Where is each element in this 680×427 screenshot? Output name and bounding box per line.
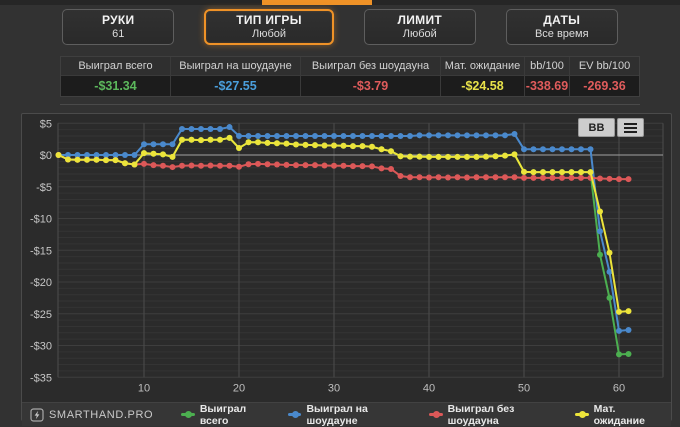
svg-text:20: 20 xyxy=(233,382,245,394)
filter-button-game-type[interactable]: ТИП ИГРЫ Любой xyxy=(204,9,334,45)
svg-text:10: 10 xyxy=(138,382,150,394)
stats-header-row: Выиграл всего Выиграл на шоудауне Выигра… xyxy=(61,57,639,75)
filter-label: ДАТЫ xyxy=(543,12,581,27)
stats-value-expected-value: -$24.58 xyxy=(441,76,525,96)
chart-menu-button[interactable] xyxy=(617,118,644,137)
winnings-line-chart[interactable]: 10 20 30 40 50 60 $5 $0 -$5 -$10 -$15 -$20 -$25 -$30 -… xyxy=(22,114,671,397)
stats-header-ev-bb100: EV bb/100 xyxy=(578,60,631,72)
svg-text:40: 40 xyxy=(423,382,435,394)
svg-text:-$20: -$20 xyxy=(30,277,52,289)
stats-header-showdown: Выиграл на шоудауне xyxy=(171,57,301,75)
legend-marker xyxy=(574,411,589,418)
legend-item-expected-value[interactable]: Мат. ожидание xyxy=(574,403,663,427)
chart-legend: Выиграл всего Выиграл на шоудауне Выигра… xyxy=(181,403,663,427)
legend-item-total[interactable]: Выиграл всего xyxy=(181,403,271,427)
hamburger-icon xyxy=(624,122,637,125)
svg-text:-$30: -$30 xyxy=(30,341,52,353)
stats-table: Выиграл всего Выиграл на шоудауне Выигра… xyxy=(60,56,640,97)
stats-value-ev-bb100: -269.36 xyxy=(583,79,626,93)
winnings-chart-panel: 10 20 30 40 50 60 $5 $0 -$5 -$10 -$15 -$20 -$25 -$30 -… xyxy=(21,113,672,427)
stats-value-row: -$31.34 -$27.55 -$3.79 -$24.58 -338.69 -… xyxy=(61,75,639,96)
filter-button-hands[interactable]: РУКИ 61 xyxy=(62,9,175,45)
filter-value: Любой xyxy=(251,27,287,40)
filter-label: ТИП ИГРЫ xyxy=(236,12,302,27)
filter-label: РУКИ xyxy=(102,12,135,27)
stats-value-showdown: -$27.55 xyxy=(171,76,301,96)
smarthand-bolt-icon xyxy=(30,407,44,422)
chart-toolbar: BB xyxy=(578,118,644,137)
svg-text:-$35: -$35 xyxy=(30,372,52,384)
chart-footer: SMARTHAND.PRO Выиграл всего Выиграл на ш… xyxy=(22,402,671,427)
stats-value-bb100: -338.69 xyxy=(525,76,570,96)
stats-header-total: Выиграл всего xyxy=(61,57,171,75)
svg-text:30: 30 xyxy=(328,382,340,394)
svg-text:$5: $5 xyxy=(40,118,52,130)
filter-button-limit[interactable]: ЛИМИТ Любой xyxy=(363,9,476,45)
svg-text:-$10: -$10 xyxy=(30,214,52,226)
logo-text: SMARTHAND.PRO xyxy=(49,408,154,421)
svg-text:-$5: -$5 xyxy=(36,182,52,194)
stats-value-total: -$31.34 xyxy=(61,76,171,96)
svg-text:$0: $0 xyxy=(40,150,52,162)
active-tab-indicator xyxy=(262,0,372,5)
legend-item-non-showdown[interactable]: Выиграл без шоудауна xyxy=(428,403,558,427)
stats-header-expected-value: Мат. ожидание xyxy=(441,57,525,75)
svg-text:60: 60 xyxy=(613,382,625,394)
stats-header-bb100: bb/100 xyxy=(525,57,570,75)
filter-value: 61 xyxy=(112,27,125,40)
filter-value: Все время xyxy=(534,27,589,40)
filter-value: Любой xyxy=(402,27,437,40)
stats-header-non-showdown: Выиграл без шоудауна xyxy=(301,57,441,75)
legend-item-showdown[interactable]: Выиграл на шоудауне xyxy=(287,403,412,427)
legend-marker xyxy=(428,411,443,418)
divider xyxy=(60,104,640,105)
filter-bar: РУКИ 61 ТИП ИГРЫ Любой ЛИМИТ Любой ДАТЫ … xyxy=(0,9,680,45)
stats-value-non-showdown: -$3.79 xyxy=(301,76,441,96)
filter-label: ЛИМИТ xyxy=(397,12,442,27)
svg-text:-$25: -$25 xyxy=(30,309,52,321)
svg-text:50: 50 xyxy=(518,382,530,394)
smarthand-logo[interactable]: SMARTHAND.PRO xyxy=(30,407,154,422)
unit-toggle-bb-button[interactable]: BB xyxy=(578,118,615,137)
legend-marker xyxy=(287,411,302,418)
svg-text:-$15: -$15 xyxy=(30,245,52,257)
chart-plot-area[interactable]: 10 20 30 40 50 60 $5 $0 -$5 -$10 -$15 -$20 -$25 -$30 -… xyxy=(22,114,671,402)
filter-button-dates[interactable]: ДАТЫ Все время xyxy=(505,9,618,45)
legend-marker xyxy=(181,411,195,418)
top-tab-strip xyxy=(0,0,680,5)
